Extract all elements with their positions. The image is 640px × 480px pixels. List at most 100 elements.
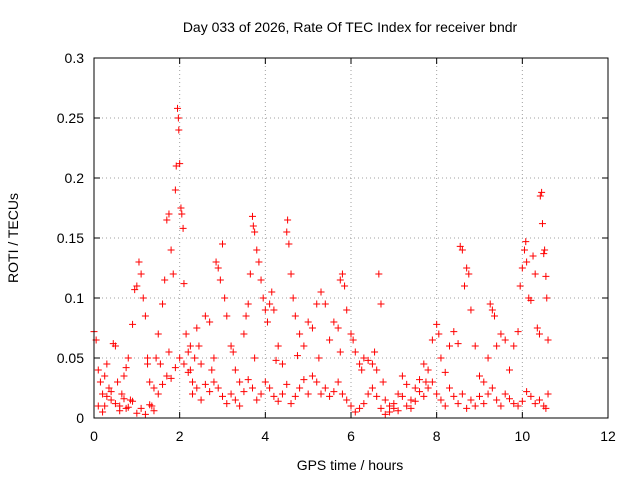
roti-point [135,258,143,266]
roti-point [488,384,496,392]
roti-point [480,400,488,408]
roti-point [422,378,430,386]
roti-point [454,340,462,348]
roti-point [476,392,483,400]
roti-point [493,342,501,350]
roti-point [144,354,152,362]
roti-point [476,372,483,380]
roti-point [141,312,149,320]
roti-point [180,360,188,368]
roti-point [197,360,205,368]
roti-point [308,372,316,380]
roti-point [284,216,292,224]
roti-point [105,384,113,392]
roti-point [450,328,458,336]
y-tick-label: 0.25 [57,110,84,126]
roti-point [377,300,385,308]
roti-point [175,126,183,134]
roti-point [278,360,286,368]
roti-point [407,396,415,404]
chart-title: Day 033 of 2026, Rate Of TEC Index for r… [183,19,518,35]
roti-point [219,240,226,248]
roti-point [520,246,528,254]
roti-point [326,336,334,344]
roti-point [118,390,126,398]
roti-point [296,384,304,392]
roti-point [304,390,312,398]
roti-point [180,280,188,288]
roti-point [341,282,349,290]
roti-point [364,356,372,364]
roti-point [257,276,265,284]
roti-point [371,348,379,356]
roti-point [124,354,132,362]
roti-point [296,330,304,338]
roti-point [257,390,265,398]
roti-point [248,384,256,392]
roti-point [214,264,222,272]
roti-point [540,250,548,258]
roti-point [394,407,402,415]
roti-point [321,384,329,392]
roti-point [338,270,346,278]
roti-point [159,300,167,308]
roti-point [535,330,543,338]
roti-point [150,407,158,415]
roti-point [317,288,325,296]
roti-point [274,397,282,405]
roti-point [255,258,263,266]
roti-point [454,400,462,408]
roti-point [122,364,130,372]
roti-point [221,294,229,302]
roti-point [274,342,282,350]
roti-point [289,294,297,302]
roti-point [381,396,389,404]
roti-point [326,392,334,400]
roti-point [167,374,175,382]
y-tick-label: 0.05 [57,350,84,366]
roti-point [261,378,269,386]
roti-point [510,342,518,350]
roti-point [195,342,203,350]
roti-point [206,388,214,396]
roti-point [283,228,291,236]
roti-point [465,270,473,278]
roti-point [163,216,171,224]
roti-point [206,318,214,326]
roti-point [334,324,342,332]
roti-point [270,306,278,314]
roti-point [351,348,359,356]
roti-point [259,294,267,302]
roti-point [176,160,184,168]
roti-point [373,392,381,400]
roti-point [154,390,162,398]
roti-point [152,354,160,362]
roti-point [390,400,398,408]
roti-point [179,224,187,232]
roti-point [169,270,177,278]
roti-point [313,378,321,386]
roti-point [321,300,329,308]
roti-point [467,396,475,404]
roti-point [486,300,494,308]
roti-point [165,348,173,356]
roti-point [176,354,184,362]
roti-point [463,264,471,272]
roti-point [270,392,278,400]
roti-point [253,246,261,254]
x-tick-label: 2 [176,428,184,444]
roti-point [223,400,231,408]
roti-point [249,222,257,230]
roti-point [268,288,276,296]
roti-point [347,330,355,338]
roti-point [471,402,479,410]
roti-point [497,402,505,410]
roti-point [398,392,406,400]
roti-point [518,397,526,405]
roti-point [364,390,372,398]
roti-point [403,380,411,388]
roti-point [450,392,458,400]
roti-point [291,392,299,400]
roti-point [433,390,441,398]
